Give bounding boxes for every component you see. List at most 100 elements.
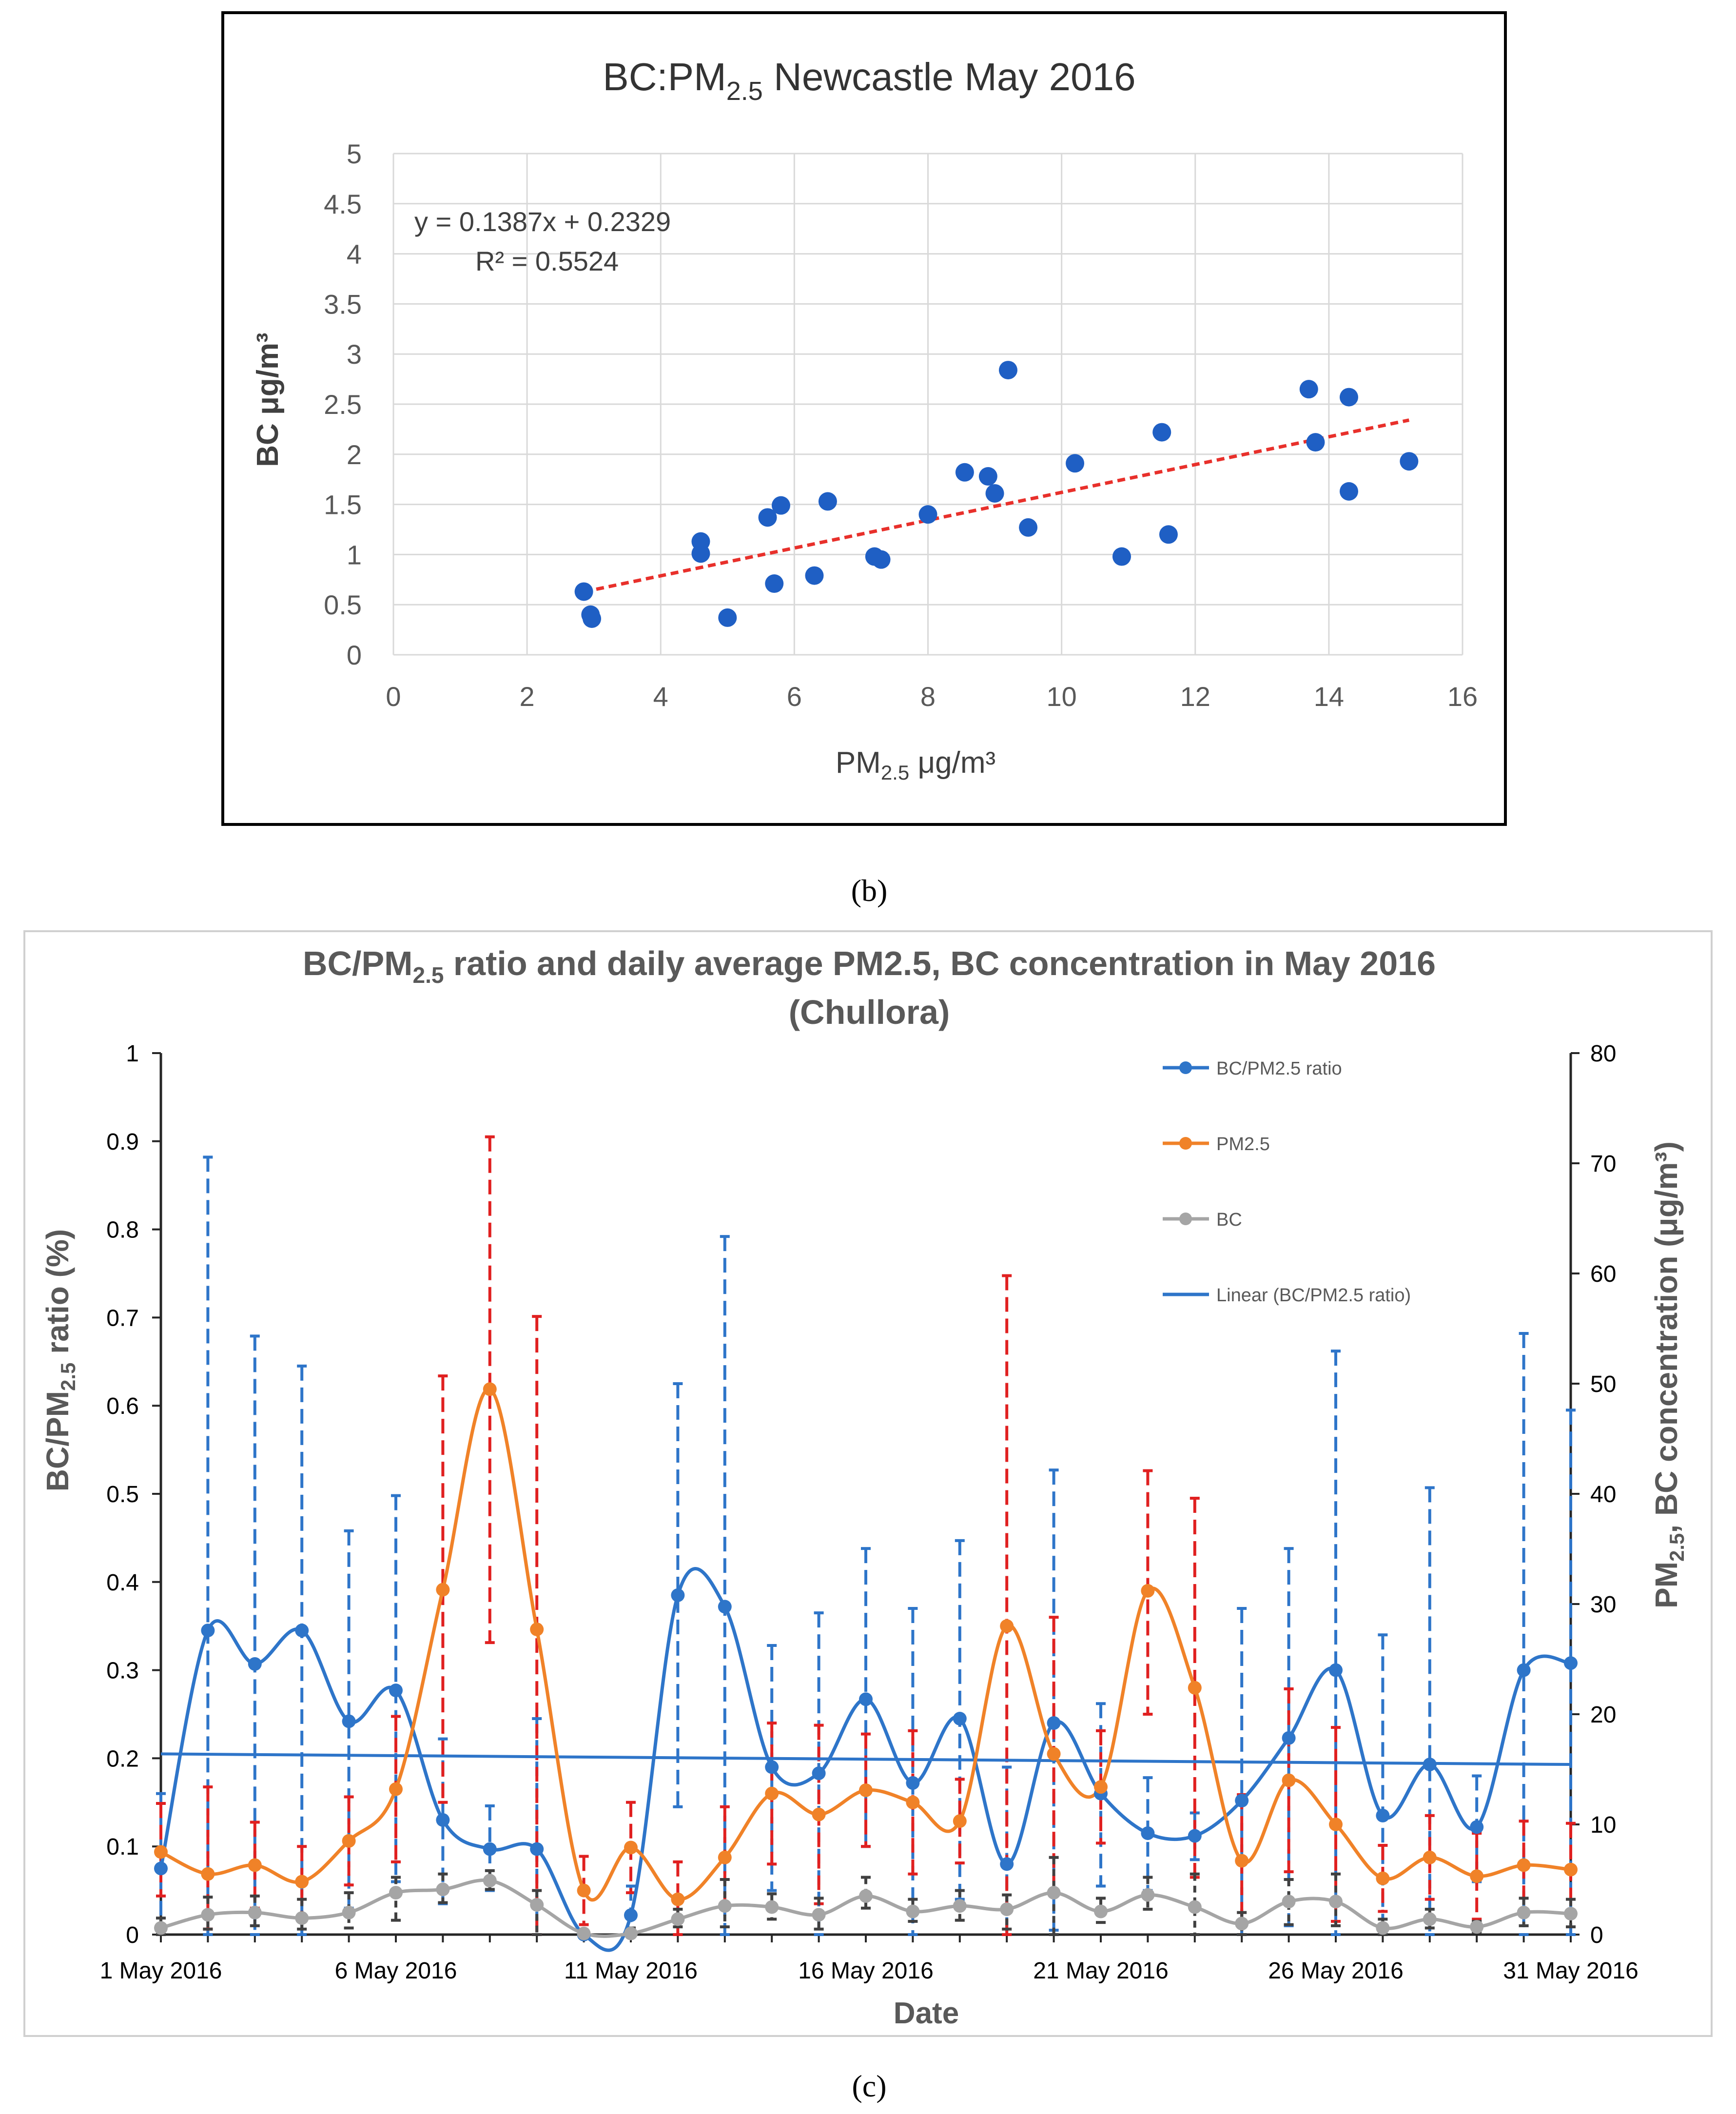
series-marker	[812, 1766, 826, 1781]
scatter-point	[985, 484, 1004, 503]
linear-trendline	[160, 1752, 1571, 1766]
scatter-point	[718, 608, 737, 627]
series-marker	[1047, 1716, 1061, 1730]
series-marker	[295, 1624, 309, 1638]
series-marker	[1282, 1895, 1296, 1909]
series-marker	[1047, 1747, 1061, 1761]
x-tick-label: 6	[787, 681, 802, 712]
series-marker	[718, 1850, 732, 1864]
chart-c-title-line2: (Chullora)	[789, 993, 950, 1031]
right-tick-label: 50	[1590, 1371, 1616, 1397]
left-tick-label: 0.2	[106, 1746, 139, 1772]
scatter-point	[918, 505, 937, 524]
scatter-point	[1306, 433, 1325, 452]
series-marker	[1517, 1858, 1531, 1872]
series-marker	[295, 1911, 309, 1925]
series-marker	[577, 1883, 591, 1898]
right-tick-label: 10	[1590, 1812, 1616, 1838]
scatter-point	[1400, 452, 1419, 471]
series-marker	[483, 1382, 497, 1396]
series-marker	[1141, 1584, 1155, 1598]
y-tick-label: 1.5	[324, 489, 362, 520]
series-marker	[1000, 1902, 1014, 1917]
chart-c-title-line1: BC/PM2.5 ratio and daily average PM2.5, …	[303, 944, 1436, 988]
scatter-point	[1152, 423, 1171, 442]
series-marker	[1423, 1850, 1437, 1864]
chart-c-x-axis-label: Date	[894, 1997, 959, 2030]
series-marker	[201, 1867, 215, 1881]
series-marker	[1564, 1862, 1578, 1877]
series-marker	[953, 1712, 967, 1726]
left-tick-label: 0.7	[106, 1305, 139, 1331]
series-marker	[1141, 1826, 1155, 1840]
y-tick-label: 3	[347, 339, 362, 370]
legend-label: Linear (BC/PM2.5 ratio)	[1216, 1285, 1411, 1306]
chart-c-y-left-label: BC/PM2.5 ratio (%)	[40, 1229, 79, 1491]
series-marker	[812, 1908, 826, 1922]
series-marker	[1470, 1869, 1484, 1883]
series-marker	[1329, 1895, 1343, 1909]
chart-b-gridlines	[392, 153, 1463, 656]
chart-b-frame	[221, 11, 1507, 826]
left-tick-label: 0.5	[106, 1482, 139, 1507]
scatter-point	[1019, 518, 1038, 537]
series-marker	[1376, 1921, 1390, 1935]
x-tick-label: 16	[1447, 681, 1478, 712]
chart-b-equation: y = 0.1387x + 0.2329	[414, 206, 671, 237]
right-tick-label: 30	[1590, 1592, 1616, 1618]
legend-swatch-marker	[1179, 1213, 1192, 1225]
series-marker	[201, 1624, 215, 1638]
series-marker	[671, 1892, 685, 1906]
series-line	[159, 1567, 1571, 1952]
x-tick-label: 16 May 2016	[798, 1958, 934, 1984]
right-tick-label: 70	[1590, 1151, 1616, 1177]
chart-c: BC/PM2.5 ratio and daily average PM2.5, …	[23, 930, 1713, 2037]
series-marker	[1470, 1820, 1484, 1834]
series-marker	[1376, 1871, 1390, 1885]
series-marker	[718, 1600, 732, 1614]
series-marker	[1376, 1808, 1390, 1822]
series-marker	[342, 1714, 356, 1728]
left-tick-label: 0.8	[106, 1217, 139, 1243]
right-tick-label: 60	[1590, 1261, 1616, 1287]
left-tick-label: 1	[126, 1041, 139, 1067]
scatter-point	[818, 492, 837, 511]
series-marker	[154, 1861, 168, 1876]
legend-label: BC	[1216, 1210, 1242, 1230]
y-tick-label: 0.5	[324, 589, 362, 620]
x-tick-label: 6 May 2016	[335, 1958, 457, 1984]
series-marker	[1517, 1663, 1531, 1677]
series-marker	[1000, 1857, 1014, 1871]
series-marker	[436, 1813, 450, 1827]
series-marker	[483, 1842, 497, 1856]
series-marker	[389, 1683, 403, 1698]
chart-b-x-axis-label: PM2.5 μg/m³	[836, 746, 995, 784]
scatter-point	[1112, 547, 1131, 566]
x-tick-label: 31 May 2016	[1503, 1958, 1638, 1984]
series-marker	[1329, 1818, 1343, 1831]
series-marker	[1423, 1912, 1437, 1926]
legend-swatch-marker	[1179, 1137, 1192, 1150]
scatter-point	[574, 582, 593, 601]
y-tick-label: 4.5	[324, 189, 362, 219]
series-marker	[389, 1782, 403, 1796]
series-marker	[859, 1889, 873, 1903]
scatter-point	[583, 609, 602, 628]
series-marker	[389, 1886, 403, 1900]
scatter-point	[998, 361, 1017, 380]
chart-b-points	[574, 361, 1419, 628]
y-tick-label: 0	[347, 640, 362, 670]
series-marker	[154, 1845, 168, 1859]
series-marker	[765, 1760, 779, 1774]
series-marker	[1564, 1907, 1578, 1921]
scatter-point	[872, 550, 891, 569]
series-marker	[1282, 1731, 1296, 1745]
series-marker	[1423, 1758, 1437, 1772]
chart-c-x-tick-labels: 1 May 2016 6 May 2016 11 May 2016 16 May 20…	[100, 1958, 1638, 1984]
y-tick-label: 2	[347, 439, 362, 470]
series-marker	[530, 1842, 544, 1856]
series-marker	[1517, 1905, 1531, 1919]
series-marker	[248, 1657, 262, 1671]
y-tick-label: 4	[347, 239, 362, 270]
x-tick-label: 4	[653, 681, 668, 712]
